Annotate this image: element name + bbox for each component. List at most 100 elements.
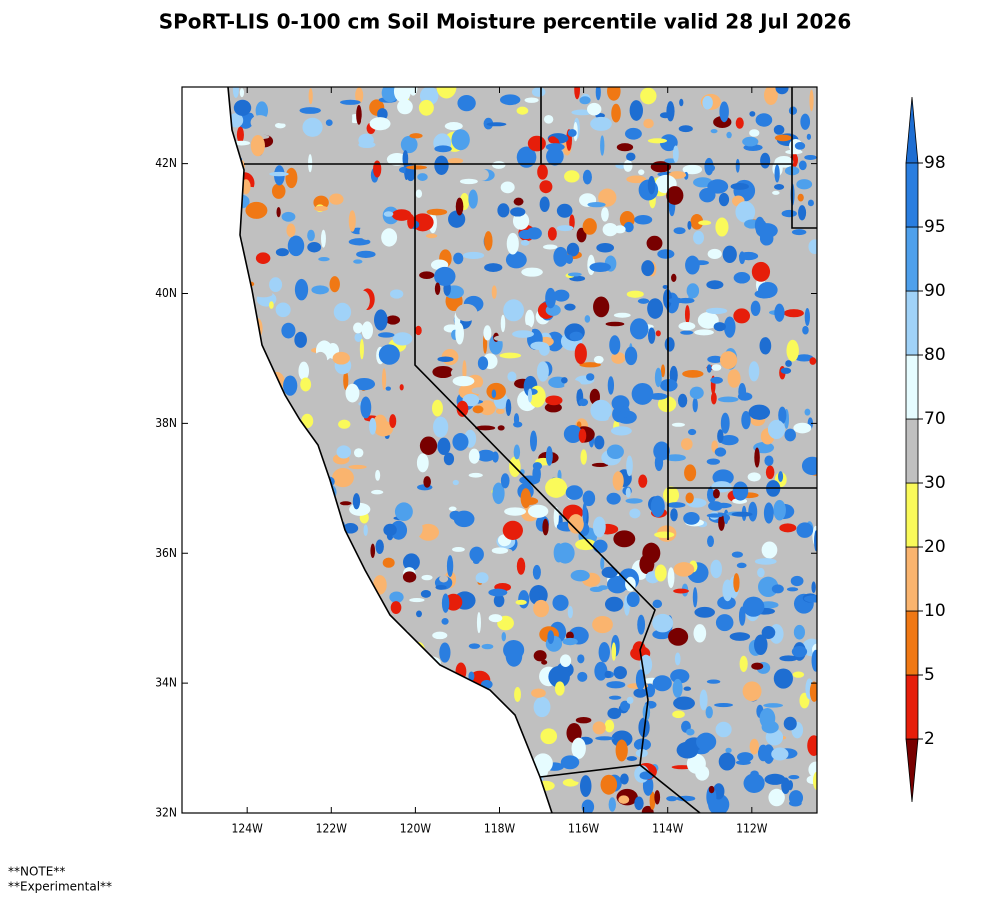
field-patch bbox=[378, 344, 400, 365]
field-patch bbox=[775, 87, 789, 95]
field-patch bbox=[476, 449, 496, 462]
field-patch bbox=[765, 465, 775, 480]
field-patch bbox=[457, 94, 476, 112]
field-patch bbox=[439, 642, 451, 663]
field-patch bbox=[232, 140, 251, 146]
field-patch bbox=[809, 89, 814, 112]
field-patch bbox=[379, 501, 384, 523]
field-patch bbox=[524, 97, 539, 103]
field-patch bbox=[774, 134, 792, 142]
field-patch bbox=[325, 119, 333, 127]
field-patch bbox=[673, 562, 695, 577]
field-patch bbox=[441, 593, 450, 613]
field-patch bbox=[672, 678, 683, 698]
field-patch bbox=[520, 488, 532, 509]
field-patch bbox=[637, 298, 650, 304]
field-patch bbox=[722, 245, 737, 264]
field-patch bbox=[355, 290, 370, 311]
field-patch bbox=[705, 307, 728, 315]
field-patch bbox=[774, 164, 780, 183]
field-patch bbox=[749, 129, 760, 137]
field-patch bbox=[733, 308, 751, 324]
field-patch bbox=[786, 587, 799, 592]
field-patch bbox=[706, 364, 712, 373]
field-patch bbox=[294, 278, 309, 301]
field-patch bbox=[553, 289, 570, 302]
field-patch bbox=[533, 599, 550, 618]
field-patch bbox=[547, 630, 555, 644]
field-patch bbox=[708, 501, 723, 511]
field-patch bbox=[748, 501, 758, 522]
field-patch bbox=[639, 771, 653, 780]
field-patch bbox=[536, 361, 549, 382]
field-patch bbox=[532, 564, 541, 580]
field-patch bbox=[375, 469, 381, 481]
field-patch bbox=[604, 670, 612, 678]
field-patch bbox=[750, 770, 759, 778]
field-patch bbox=[329, 276, 340, 293]
field-patch bbox=[625, 498, 643, 504]
field-patch bbox=[389, 289, 404, 299]
field-patch bbox=[452, 376, 475, 387]
field-patch bbox=[760, 152, 771, 169]
field-patch bbox=[481, 643, 494, 650]
field-patch bbox=[434, 145, 452, 153]
field-patch bbox=[431, 399, 443, 417]
field-patch bbox=[642, 542, 661, 564]
field-patch bbox=[680, 330, 694, 335]
field-patch bbox=[738, 606, 746, 626]
field-patch bbox=[247, 162, 261, 173]
field-patch bbox=[486, 382, 506, 400]
field-patch bbox=[562, 637, 578, 646]
field-patch bbox=[587, 102, 602, 116]
field-patch bbox=[725, 747, 732, 754]
field-patch bbox=[363, 524, 368, 537]
field-patch bbox=[455, 303, 478, 322]
field-patch bbox=[613, 666, 627, 680]
field-patch bbox=[601, 566, 618, 579]
field-patch bbox=[801, 456, 817, 476]
field-patch bbox=[626, 756, 638, 762]
field-patch bbox=[717, 396, 739, 403]
field-patch bbox=[409, 133, 423, 139]
field-patch bbox=[561, 377, 568, 384]
field-patch bbox=[788, 106, 798, 115]
field-patch bbox=[491, 389, 497, 399]
field-patch bbox=[786, 339, 799, 362]
field-patch bbox=[567, 605, 573, 619]
x-tick-label: 124W bbox=[232, 822, 264, 836]
field-patch bbox=[342, 523, 359, 534]
field-patch bbox=[345, 383, 360, 403]
field-patch bbox=[332, 351, 350, 365]
field-patch bbox=[582, 169, 592, 185]
field-patch bbox=[545, 395, 563, 406]
field-patch bbox=[505, 251, 527, 269]
field-patch bbox=[492, 161, 506, 169]
field-patch bbox=[707, 355, 724, 364]
field-patch bbox=[577, 654, 585, 664]
field-patch bbox=[564, 170, 580, 183]
field-patch bbox=[614, 225, 626, 234]
field-patch bbox=[635, 669, 646, 690]
field-patch bbox=[285, 167, 298, 189]
field-patch bbox=[755, 223, 778, 239]
field-patch bbox=[426, 208, 448, 216]
field-patch bbox=[513, 197, 524, 206]
field-patch bbox=[506, 232, 519, 255]
field-patch bbox=[581, 799, 595, 813]
field-patch bbox=[533, 696, 551, 718]
field-patch bbox=[611, 730, 633, 748]
field-patch bbox=[742, 681, 762, 702]
field-patch bbox=[577, 671, 588, 682]
field-patch bbox=[332, 468, 354, 488]
field-patch bbox=[606, 444, 624, 459]
field-patch bbox=[330, 246, 345, 261]
field-patch bbox=[409, 598, 425, 603]
field-patch bbox=[373, 414, 388, 432]
field-patch bbox=[347, 107, 353, 128]
field-patch bbox=[723, 316, 736, 338]
field-patch bbox=[742, 596, 765, 617]
field-patch bbox=[565, 254, 574, 265]
x-tick-label: 118W bbox=[484, 822, 516, 836]
field-patch bbox=[579, 362, 601, 368]
